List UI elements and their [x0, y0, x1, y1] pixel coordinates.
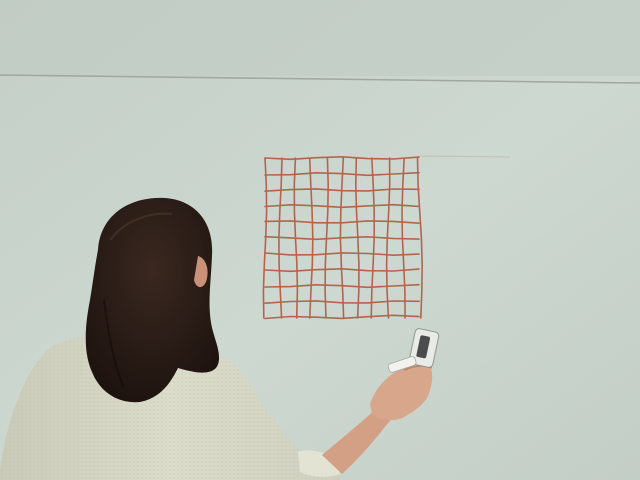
faint-smudge [419, 155, 511, 158]
person [0, 197, 440, 480]
hair [85, 197, 220, 403]
hair-strand [103, 299, 125, 389]
hand [370, 362, 433, 421]
grid-horizontal-line [264, 235, 420, 241]
ear [194, 256, 208, 288]
grid-horizontal-line [264, 171, 420, 177]
grid-horizontal-line [264, 283, 420, 289]
grid-horizontal-line [264, 314, 420, 320]
hair-highlight [109, 212, 173, 241]
marker [387, 328, 440, 373]
grid-horizontal-line [264, 267, 420, 273]
sweater-texture [0, 335, 340, 480]
grid-vertical-line [354, 157, 360, 319]
grid-horizontal-line [264, 188, 420, 192]
forearm [322, 410, 392, 474]
grid-vertical-line [308, 157, 314, 319]
grid-horizontal-line [264, 252, 420, 257]
grid-horizontal-line [264, 220, 420, 224]
grid-horizontal-line [264, 300, 420, 304]
grid-horizontal-line [264, 203, 420, 209]
grid-horizontal-line [264, 155, 420, 161]
grid-vertical-line [262, 157, 268, 319]
upper-wall-panel [0, 0, 640, 76]
wall-seam [0, 74, 640, 84]
grid-vertical-line [416, 157, 424, 319]
hand-drawn-grid [262, 155, 424, 320]
